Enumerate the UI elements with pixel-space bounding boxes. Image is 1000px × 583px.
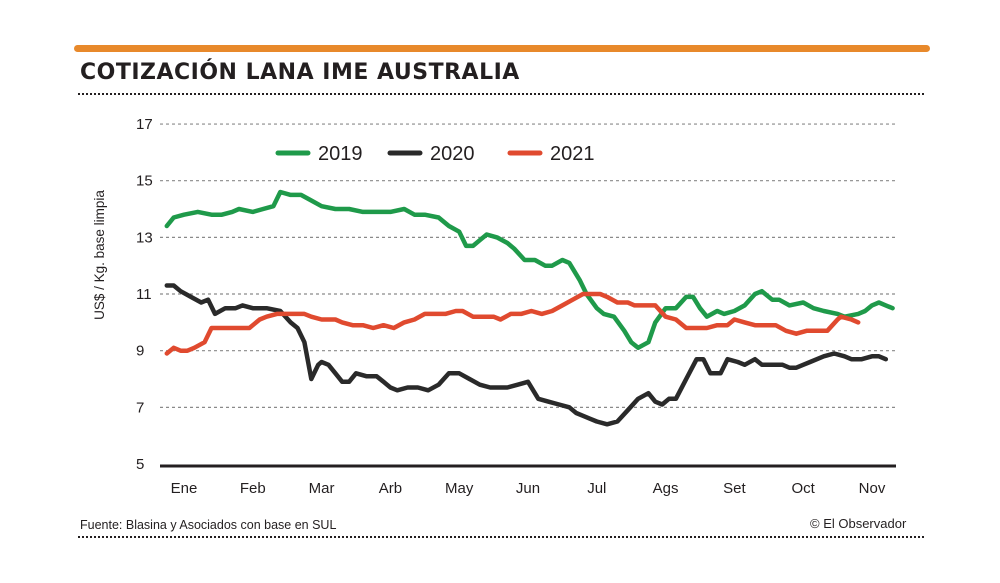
- y-tick-label: 11: [136, 286, 152, 303]
- x-tick-label: May: [445, 480, 474, 497]
- chart-title: COTIZACIÓN LANA IME AUSTRALIA: [80, 60, 520, 85]
- source-note: Fuente: Blasina y Asociados con base en …: [80, 518, 337, 532]
- legend-label-2019: 2019: [318, 143, 363, 165]
- x-tick-label: Feb: [240, 480, 266, 497]
- y-tick-label: 17: [136, 116, 153, 133]
- series-line-2019: [164, 189, 895, 351]
- accent-bar: [74, 45, 930, 52]
- x-tick-label: Nov: [859, 480, 886, 497]
- legend: 2019 2020 2021: [275, 143, 595, 165]
- y-axis-ticks: 5 7 9 11 13 15 17: [136, 116, 153, 473]
- title-divider: [78, 93, 924, 95]
- footer-divider: [78, 536, 924, 538]
- series-line-2020: [164, 283, 889, 427]
- x-tick-label: Ene: [171, 480, 198, 497]
- credit-note: © El Observador: [810, 516, 907, 531]
- series-line-2021: [164, 291, 861, 356]
- x-tick-label: Arb: [379, 480, 402, 497]
- x-tick-label: Ags: [653, 480, 679, 497]
- gridlines: [160, 123, 896, 468]
- series-lines: [164, 189, 895, 427]
- y-tick-label: 7: [136, 399, 144, 416]
- y-tick-label: 5: [136, 456, 144, 473]
- x-tick-label: Set: [723, 480, 746, 497]
- x-tick-label: Oct: [792, 480, 816, 497]
- y-tick-label: 15: [136, 173, 153, 190]
- y-axis-label: US$ / Kg. base limpia: [92, 190, 107, 320]
- y-tick-label: 13: [136, 229, 153, 246]
- x-tick-label: Mar: [309, 480, 335, 497]
- y-tick-label: 9: [136, 343, 144, 360]
- x-tick-label: Jun: [516, 480, 540, 497]
- x-axis-ticks: Ene Feb Mar Arb May Jun Jul Ags Set Oct Nov: [171, 480, 886, 497]
- x-tick-label: Jul: [587, 480, 606, 497]
- legend-label-2020: 2020: [430, 143, 475, 165]
- legend-label-2021: 2021: [550, 143, 595, 165]
